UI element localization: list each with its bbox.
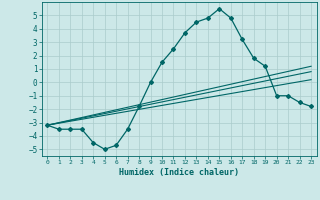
X-axis label: Humidex (Indice chaleur): Humidex (Indice chaleur) (119, 168, 239, 177)
